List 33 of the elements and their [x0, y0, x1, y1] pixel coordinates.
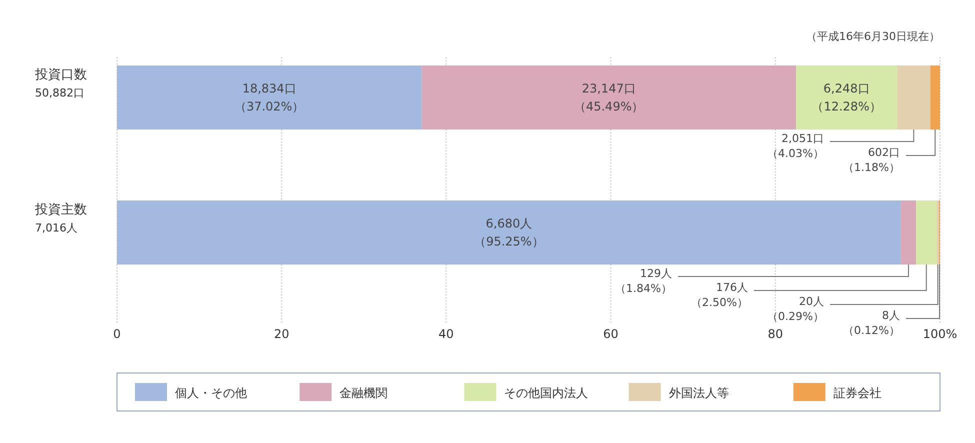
bar	[117, 66, 422, 130]
bar	[930, 66, 940, 130]
bar	[897, 66, 930, 130]
y-tick-label: 投資主数 7,016人	[34, 202, 87, 234]
x-tick-label: 100%	[922, 327, 958, 341]
bar	[900, 200, 916, 264]
bar	[916, 200, 937, 264]
x-tick-label: 0	[113, 327, 121, 341]
legend-label: 個人・その他	[175, 386, 247, 400]
x-tick-label: 20	[274, 327, 290, 341]
bar	[117, 200, 901, 264]
text: （平成16年6月30日現在）	[806, 30, 940, 43]
bar	[422, 66, 796, 130]
data-label: 176人（2.50%）	[691, 281, 748, 309]
data-label: 602口（1.18%）	[843, 146, 900, 174]
data-label: 6,248口（12.28%）	[812, 82, 882, 114]
legend-label: その他国内法人	[504, 386, 588, 400]
legend-label: 外国法人等	[668, 386, 729, 400]
data-label: 8人（0.12%）	[843, 309, 900, 337]
legend-label: 金融機関	[340, 386, 388, 400]
legend-label: 証券会社	[833, 386, 882, 400]
data-label: 2,051口（4.03%）	[767, 132, 824, 160]
bar	[936, 200, 940, 264]
data-label: 23,147口（45.49%）	[574, 82, 644, 114]
data-label: 129人（1.84%）	[615, 267, 672, 295]
x-tick-label: 60	[603, 327, 618, 341]
x-tick-label: 40	[438, 327, 454, 341]
data-label: 6,680人（95.25%）	[474, 216, 544, 248]
x-tick-label: 80	[768, 327, 784, 341]
data-label: 18,834口（37.02%）	[234, 82, 304, 114]
bar	[796, 66, 898, 130]
data-label: 20人（0.29%）	[767, 295, 824, 323]
y-tick-label: 投資口数 50,882口	[34, 68, 87, 100]
